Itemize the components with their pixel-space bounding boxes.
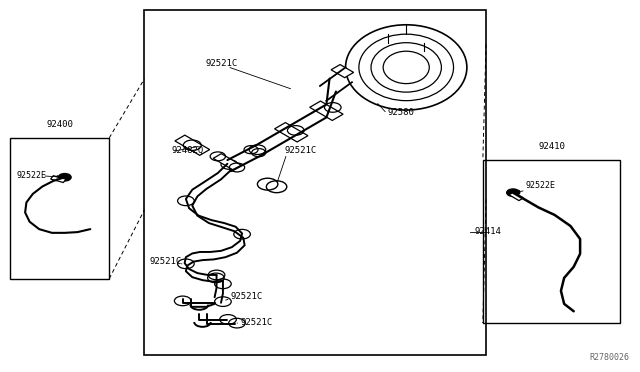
- Bar: [175, 135, 210, 155]
- Bar: [51, 176, 66, 183]
- Text: 92410: 92410: [538, 142, 565, 151]
- Text: 92522E: 92522E: [17, 171, 47, 180]
- Bar: [310, 101, 343, 121]
- Text: 92414: 92414: [474, 227, 501, 236]
- Text: 92521C: 92521C: [285, 146, 317, 155]
- Text: 92580: 92580: [387, 108, 414, 117]
- Bar: [483, 160, 620, 323]
- Text: 92400: 92400: [46, 119, 73, 129]
- Circle shape: [507, 189, 520, 196]
- Text: 92521C: 92521C: [230, 292, 263, 301]
- Bar: [509, 192, 524, 201]
- Text: R2780026: R2780026: [589, 353, 630, 362]
- Text: 92521C: 92521C: [240, 318, 273, 327]
- Bar: [145, 10, 486, 355]
- Circle shape: [58, 174, 71, 181]
- Text: 92522E: 92522E: [526, 181, 556, 190]
- Bar: [331, 65, 354, 78]
- Text: 92482Q: 92482Q: [172, 146, 204, 155]
- Text: 92521C: 92521C: [150, 257, 182, 266]
- Bar: [10, 138, 109, 279]
- Text: 92521C: 92521C: [205, 58, 237, 68]
- Bar: [213, 154, 242, 170]
- Bar: [275, 122, 308, 142]
